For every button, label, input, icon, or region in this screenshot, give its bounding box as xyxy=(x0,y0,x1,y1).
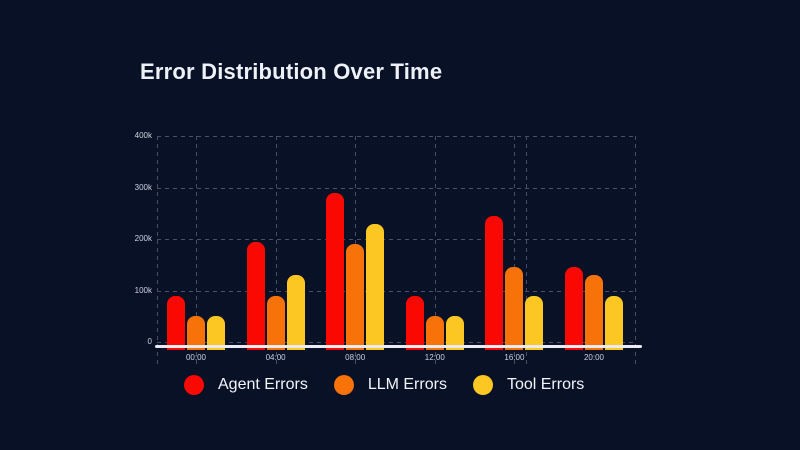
bar-tool-errors-12:00 xyxy=(445,316,464,350)
legend-item-tool-errors[interactable]: Tool Errors xyxy=(472,374,585,396)
x-tick-label: 00:00 xyxy=(185,353,207,362)
bar-tool-errors-20:00 xyxy=(605,295,623,350)
legend-label: LLM Errors xyxy=(367,376,447,393)
x-tick-label: 16:00 xyxy=(504,353,525,362)
bar-agent-errors-12:00 xyxy=(405,295,424,350)
bar-llm-errors-12:00 xyxy=(425,316,444,350)
x-tick-label: 12:00 xyxy=(424,353,445,362)
bar-llm-errors-00:00 xyxy=(187,316,205,350)
h-gridline xyxy=(157,187,635,189)
legend-label: Tool Errors xyxy=(506,376,585,393)
h-gridline xyxy=(157,290,635,292)
y-tick-label: 200k xyxy=(134,234,152,243)
bar-llm-errors-04:00 xyxy=(266,295,285,350)
y-tick-label: 100k xyxy=(134,285,152,295)
v-gridline xyxy=(526,136,527,364)
bar-tool-errors-04:00 xyxy=(286,275,305,350)
v-gridline xyxy=(434,136,436,364)
v-gridline xyxy=(514,136,516,364)
bar-agent-errors-16:00 xyxy=(485,215,504,350)
x-tick-label: 04:00 xyxy=(265,353,286,362)
legend: Agent Errors LLM Errors Tool Errors xyxy=(184,372,584,398)
legend-dot xyxy=(333,375,354,395)
bar-agent-errors-04:00 xyxy=(246,241,265,350)
v-gridline xyxy=(157,136,158,364)
x-tick-label: 20:00 xyxy=(583,353,605,362)
bar-llm-errors-20:00 xyxy=(585,275,603,350)
bar-agent-errors-20:00 xyxy=(565,267,583,350)
y-tick-label: 300k xyxy=(134,182,152,192)
bar-tool-errors-16:00 xyxy=(525,295,544,350)
x-axis-line xyxy=(155,345,642,348)
x-tick-label: 08:00 xyxy=(345,353,366,362)
h-gridline xyxy=(157,136,635,137)
legend-dot xyxy=(472,375,493,395)
legend-item-agent-errors[interactable]: Agent Errors xyxy=(184,374,308,396)
chart-title: Error Distribution Over Time xyxy=(140,59,443,84)
bar-tool-errors-08:00 xyxy=(366,223,385,350)
legend-label: Agent Errors xyxy=(218,376,308,393)
v-gridline xyxy=(196,136,197,364)
h-gridline xyxy=(157,342,635,343)
bar-llm-errors-08:00 xyxy=(346,244,365,350)
bar-agent-errors-00:00 xyxy=(167,295,185,350)
y-tick-label: 0 xyxy=(147,337,152,346)
v-gridline xyxy=(635,136,636,364)
bar-llm-errors-16:00 xyxy=(505,267,524,350)
bar-tool-errors-00:00 xyxy=(207,316,225,350)
h-gridline xyxy=(157,239,635,240)
v-gridline xyxy=(275,136,277,364)
legend-item-llm-errors[interactable]: LLM Errors xyxy=(333,374,447,396)
bar-agent-errors-08:00 xyxy=(326,192,345,350)
legend-dot xyxy=(184,375,204,395)
y-tick-label: 400k xyxy=(134,131,152,140)
